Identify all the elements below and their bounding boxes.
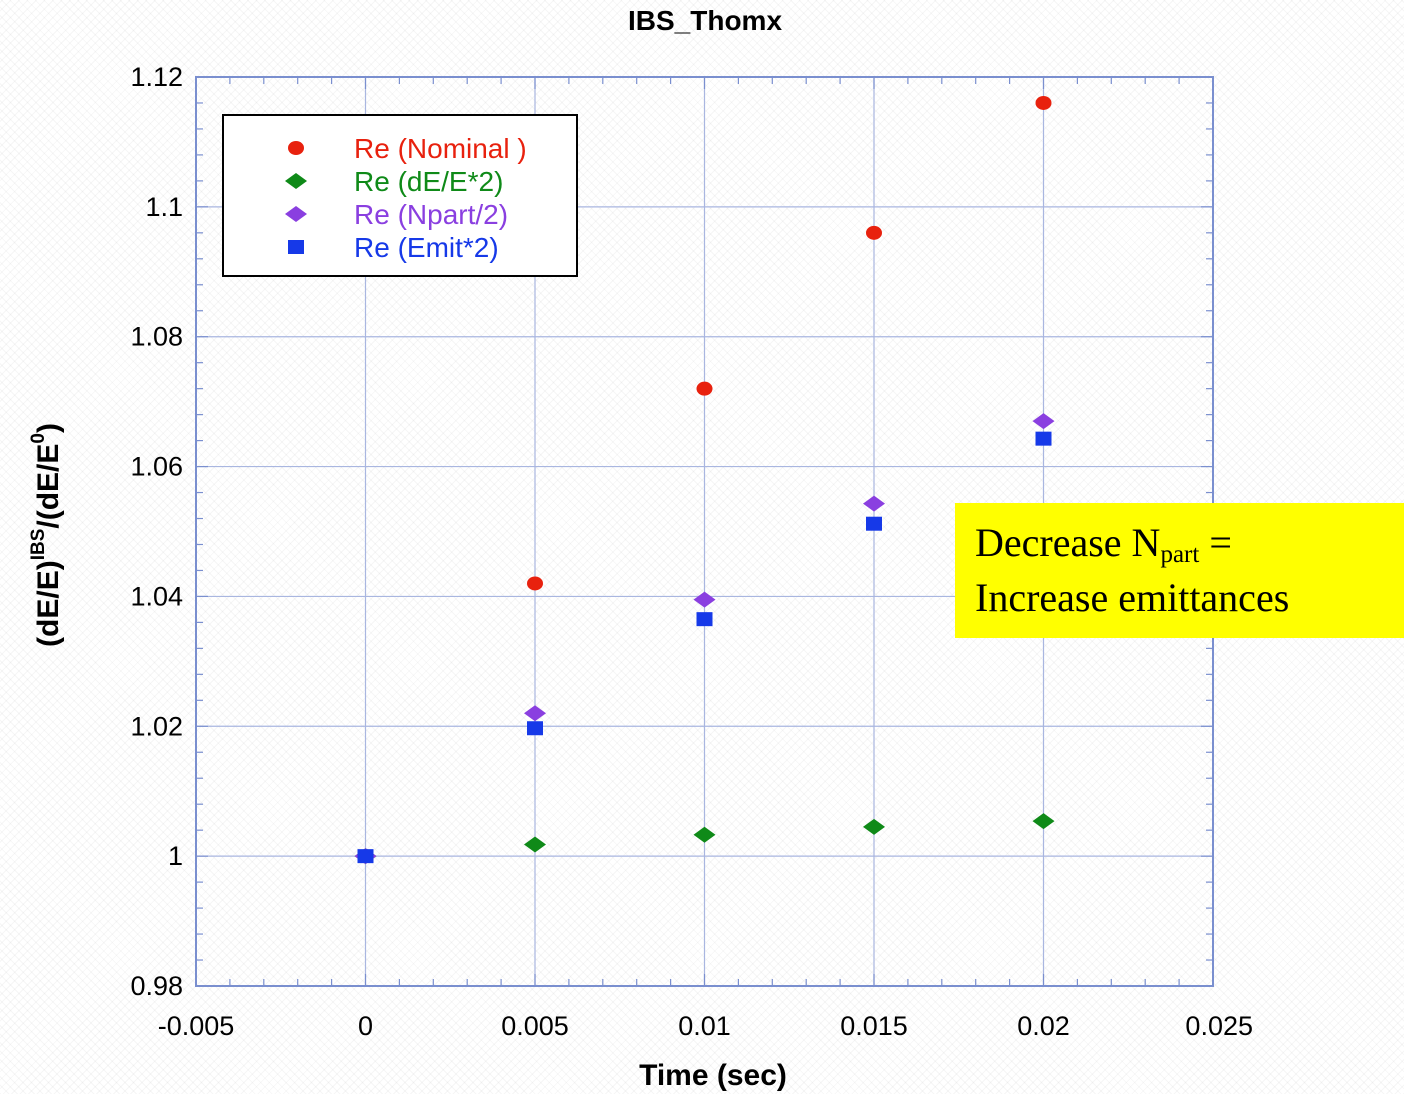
x-tick-label: 0.015 xyxy=(840,1011,908,1041)
data-point-series-3 xyxy=(696,612,713,627)
legend-marker-2 xyxy=(285,206,307,222)
legend-items: Re (Nominal )Re (dE/E*2)Re (Npart/2)Re (… xyxy=(285,133,527,263)
y-axis-title: (dE/E)IBS/(dE/E0) xyxy=(28,423,65,647)
x-tick-labels: -0.005 0 0.005 0.01 0.015 0.02 0.025 xyxy=(158,1011,1253,1041)
y-axis-title-base: (dE/E) xyxy=(32,560,65,647)
y-tick-label: 1.02 xyxy=(130,711,183,741)
legend-label-0: Re (Nominal ) xyxy=(354,133,527,164)
data-point-series-1 xyxy=(524,836,546,853)
y-tick-label: 1.04 xyxy=(130,581,183,611)
y-axis-title-end: ) xyxy=(32,423,65,433)
data-point-series-1 xyxy=(1032,813,1055,830)
data-point-series-2 xyxy=(693,591,716,608)
y-tick-label: 0.98 xyxy=(130,971,183,1001)
data-point-series-2 xyxy=(524,705,546,722)
legend-label-3: Re (Emit*2) xyxy=(354,232,499,263)
x-tick-label: 0.005 xyxy=(501,1011,569,1041)
x-tick-label: 0.02 xyxy=(1017,1011,1070,1041)
annotation-line-1: Decrease Npart = xyxy=(975,515,1404,570)
y-axis-title-mid: /(dE/E xyxy=(32,444,65,529)
y-axis-title-sup: IBS xyxy=(28,529,49,561)
data-point-series-0 xyxy=(866,225,882,240)
legend: Re (Nominal )Re (dE/E*2)Re (Npart/2)Re (… xyxy=(222,114,578,277)
axis-ticks xyxy=(195,76,1214,987)
annotation-line-1-text: Decrease N xyxy=(975,520,1161,565)
data-point-series-1 xyxy=(863,818,885,835)
legend-box xyxy=(222,114,578,277)
data-point-series-0 xyxy=(696,381,713,396)
x-tick-label: 0 xyxy=(358,1011,373,1041)
y-tick-label: 1.12 xyxy=(130,62,183,92)
data-point-series-1 xyxy=(693,826,716,843)
y-tick-label: 1.1 xyxy=(145,192,183,222)
data-point-series-0 xyxy=(1035,95,1052,110)
data-point-series-3 xyxy=(1035,431,1052,446)
data-point-series-3 xyxy=(527,721,543,736)
data-point-series-0 xyxy=(527,576,543,591)
x-tick-label: 0.01 xyxy=(678,1011,731,1041)
annotation-callout: Decrease Npart = Increase emittances xyxy=(955,503,1404,638)
y-tick-labels: 0.98 1 1.02 1.04 1.06 1.08 1.1 1.12 xyxy=(130,62,183,1001)
y-tick-label: 1.06 xyxy=(130,452,183,482)
legend-marker-1 xyxy=(285,173,307,189)
annotation-line-2: Increase emittances xyxy=(975,575,1290,620)
data-point-series-2 xyxy=(1032,413,1055,430)
annotation-line-1-suffix: = xyxy=(1199,520,1232,565)
data-point-series-2 xyxy=(863,495,885,512)
data-point-series-3 xyxy=(357,849,374,864)
legend-marker-3 xyxy=(288,240,304,254)
x-tick-label: -0.005 xyxy=(158,1011,235,1041)
y-tick-label: 1 xyxy=(168,841,183,871)
data-points xyxy=(354,95,1055,865)
data-point-series-3 xyxy=(866,516,882,531)
x-axis-title: Time (sec) xyxy=(639,1059,787,1092)
grid-lines xyxy=(196,77,1213,986)
legend-label-1: Re (dE/E*2) xyxy=(354,166,503,197)
chart-title: IBS_Thomx xyxy=(628,5,782,36)
y-axis-title-sup2: 0 xyxy=(28,433,49,444)
annotation-line-1-sub: part xyxy=(1160,541,1200,568)
legend-label-2: Re (Npart/2) xyxy=(354,199,508,230)
x-tick-label: 0.025 xyxy=(1185,1011,1253,1041)
legend-marker-0 xyxy=(288,141,304,155)
y-tick-label: 1.08 xyxy=(130,322,183,352)
